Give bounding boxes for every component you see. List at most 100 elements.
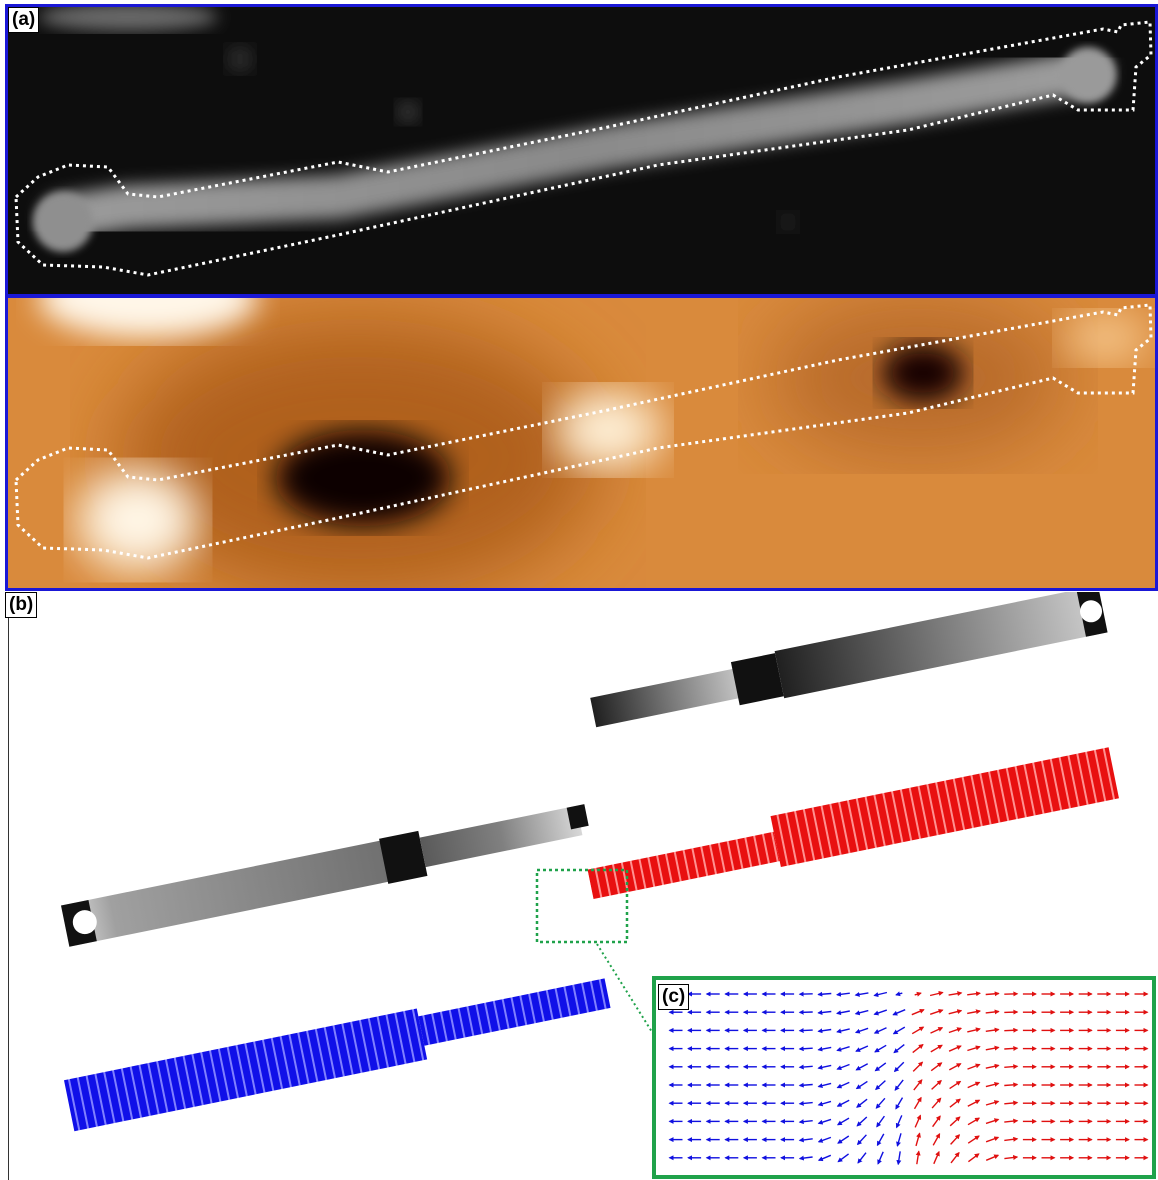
- arrow-icon: [1004, 1027, 1019, 1033]
- arrow-icon: [948, 1027, 963, 1034]
- arrow-icon: [967, 1063, 981, 1070]
- arrow-icon: [1004, 1100, 1019, 1106]
- arrow-icon: [893, 1061, 905, 1073]
- arrow-icon: [929, 1009, 944, 1015]
- arrow-icon: [1004, 1082, 1019, 1088]
- arrow-icon: [836, 1046, 850, 1052]
- arrow-icon: [856, 1116, 868, 1127]
- arrow-icon: [1004, 1118, 1019, 1124]
- arrow-icon: [875, 1080, 886, 1091]
- arrow-icon: [817, 1046, 832, 1052]
- arrow-icon: [913, 1079, 923, 1091]
- arrow-icon: [985, 1009, 1000, 1015]
- arrow-icon: [950, 1151, 960, 1164]
- arrow-icon: [798, 1064, 813, 1070]
- arrow-icon: [873, 1009, 888, 1016]
- arrow-icon: [873, 1027, 887, 1034]
- arrow-icon: [985, 1081, 1000, 1088]
- arrow-icon: [915, 1150, 921, 1165]
- arrow-icon: [836, 1081, 850, 1089]
- arrow-icon: [932, 1133, 941, 1146]
- arrow-icon: [985, 1136, 1000, 1143]
- panel-c-vector-field: (c): [652, 976, 1156, 1179]
- arrow-icon: [855, 1080, 868, 1090]
- arrow-icon: [836, 1117, 850, 1126]
- wire-outline: [14, 20, 1153, 277]
- arrow-icon: [855, 1045, 869, 1052]
- arrow-icon: [894, 1079, 904, 1091]
- arrow-icon: [929, 990, 944, 997]
- arrow-icon: [874, 1044, 887, 1053]
- arrow-icon: [948, 991, 963, 997]
- arrow-icon: [798, 1046, 813, 1052]
- arrow-icon: [950, 1134, 961, 1145]
- arrow-icon: [856, 1098, 868, 1108]
- arrow-icon: [930, 1027, 944, 1034]
- panel-a-mfm: [5, 295, 1158, 591]
- arrow-icon: [896, 1151, 902, 1166]
- arrow-icon: [874, 1062, 887, 1072]
- arrow-field: [668, 990, 1149, 1166]
- arrow-icon: [911, 1008, 925, 1016]
- mfm-image: [8, 298, 1155, 588]
- arrow-icon: [948, 1009, 963, 1015]
- arrow-icon: [931, 1097, 942, 1109]
- arrow-icon: [836, 1063, 850, 1071]
- arrow-icon: [967, 1099, 981, 1107]
- arrow-icon: [798, 1028, 813, 1034]
- arrow-icon: [967, 1045, 981, 1052]
- arrow-icon: [892, 1009, 906, 1016]
- arrow-icon: [985, 1027, 1000, 1033]
- arrow-icon: [875, 1097, 886, 1109]
- arrow-icon: [817, 1154, 832, 1162]
- arrow-icon: [817, 991, 832, 997]
- arrow-icon: [912, 1061, 924, 1072]
- arrow-icon: [913, 1096, 922, 1110]
- panel-a-label: (a): [8, 7, 40, 33]
- arrow-icon: [895, 991, 903, 997]
- arrow-icon: [856, 1134, 867, 1146]
- arrow-icon: [837, 1153, 850, 1163]
- panel-b-simulation: (b): [5, 592, 1158, 1180]
- arrow-icon: [817, 1064, 832, 1070]
- arrow-icon: [985, 991, 1000, 997]
- arrow-icon: [896, 1133, 902, 1147]
- arrow-icon: [817, 1118, 832, 1125]
- arrow-icon: [967, 1135, 980, 1144]
- arrow-icon: [915, 1132, 921, 1147]
- arrow-icon: [1004, 1045, 1019, 1051]
- arrow-icon: [932, 1115, 941, 1128]
- arrow-icon: [873, 991, 888, 998]
- arrow-icon: [817, 1009, 832, 1015]
- arrow-icon: [877, 1151, 884, 1165]
- arrow-icon: [948, 1045, 962, 1052]
- wire-outline-mfm: [14, 303, 1153, 560]
- arrow-icon: [914, 1114, 922, 1128]
- arrow-icon: [855, 1063, 869, 1071]
- arrow-icon: [836, 1099, 850, 1107]
- arrow-icon: [985, 1100, 1000, 1106]
- zoom-connector: [596, 943, 658, 1041]
- arrow-icon: [836, 991, 850, 997]
- arrow-icon: [798, 1155, 813, 1161]
- arrow-icon: [967, 1081, 981, 1089]
- simulation-figure: [61, 592, 1119, 1132]
- arrow-icon: [985, 1045, 1000, 1051]
- arrow-icon: [914, 991, 922, 997]
- arrow-icon: [876, 1115, 885, 1128]
- zoom-box: [535, 868, 629, 944]
- arrow-icon: [985, 1118, 1000, 1125]
- arrow-icon: [893, 1044, 905, 1054]
- topography-image: [8, 7, 1155, 294]
- arrow-icon: [949, 1116, 961, 1127]
- arrow-icon: [931, 1079, 942, 1090]
- panel-b-label: (b): [5, 592, 38, 618]
- arrow-icon: [798, 1100, 813, 1106]
- arrow-icon: [930, 1062, 943, 1072]
- arrow-icon: [985, 1063, 1000, 1069]
- arrow-icon: [985, 1154, 1000, 1161]
- arrow-icon: [817, 1100, 832, 1107]
- arrow-icon: [895, 1115, 903, 1129]
- arrow-icon: [949, 1080, 962, 1090]
- arrow-icon: [892, 1026, 906, 1035]
